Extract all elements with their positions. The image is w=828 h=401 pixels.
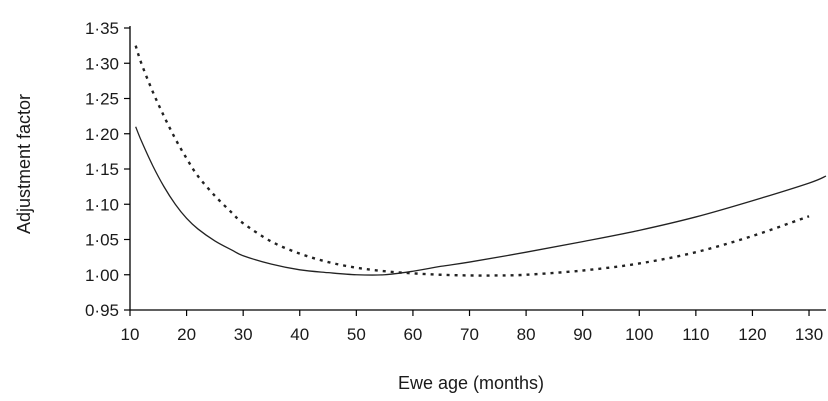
y-tick-label: 1·10	[85, 195, 119, 214]
series-group	[134, 45, 827, 277]
x-tick-label: 130	[795, 325, 823, 344]
x-tick-label: 30	[234, 325, 253, 344]
x-tick-label: 80	[517, 325, 536, 344]
series-line-solid	[135, 126, 827, 276]
x-tick-label: 40	[290, 325, 309, 344]
x-tick-label: 110	[682, 325, 709, 344]
x-tick-label: 20	[177, 325, 196, 344]
x-tick-label: 100	[625, 325, 653, 344]
y-tick-label: 1·20	[85, 125, 119, 144]
x-ticks: 10 20 30 40 50 60 70 80 90 100 110 120 130	[121, 310, 823, 344]
y-tick-label: 1·35	[85, 19, 119, 38]
x-tick-label: 60	[403, 325, 422, 344]
x-tick-label: 10	[121, 325, 140, 344]
x-axis-title: Ewe age (months)	[398, 373, 544, 393]
y-tick-label: 1·25	[85, 90, 119, 109]
x-tick-label: 50	[347, 325, 366, 344]
y-tick-label: 1·30	[85, 54, 119, 73]
y-axis-title: Adjustment factor	[14, 94, 34, 234]
x-tick-label: 90	[573, 325, 592, 344]
series-line-dotted	[134, 45, 810, 277]
x-tick-label: 70	[460, 325, 479, 344]
y-tick-label: 1·15	[85, 160, 119, 179]
y-tick-label: 1·05	[85, 231, 119, 250]
y-tick-label: 0·95	[85, 301, 119, 320]
x-tick-label: 120	[738, 325, 766, 344]
y-ticks: 0·95 1·00 1·05 1·10 1·15 1·20 1·25 1·30 1·35	[85, 19, 130, 320]
y-tick-label: 1·00	[85, 266, 119, 285]
axes	[129, 26, 826, 311]
